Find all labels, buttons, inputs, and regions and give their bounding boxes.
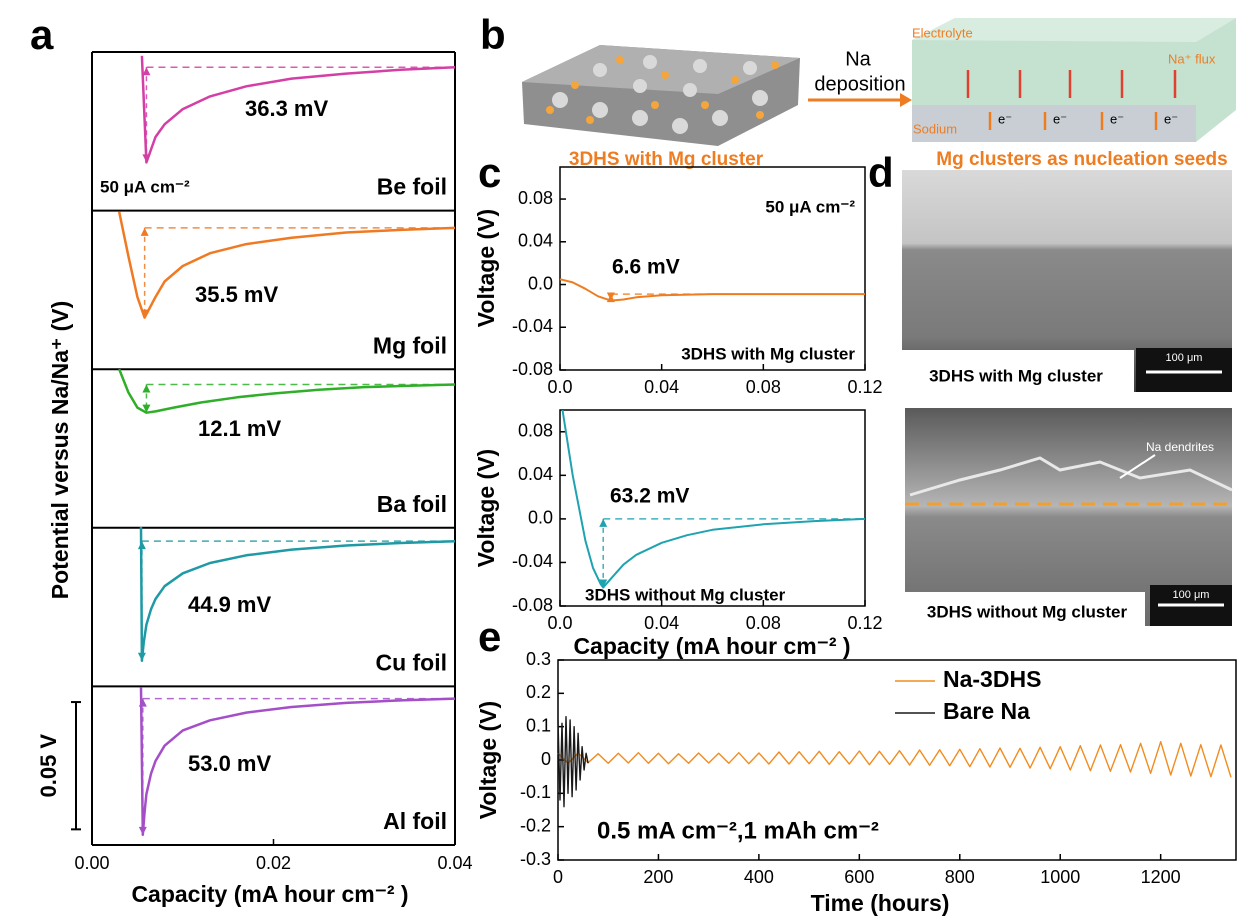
arrow-label: deposition: [814, 73, 905, 95]
panel-letter: e: [478, 613, 501, 660]
value-annotation: 44.9 mV: [188, 592, 271, 617]
panel-letter: c: [478, 149, 501, 196]
panel-letter: d: [868, 149, 894, 196]
guide-arrowhead: [142, 385, 150, 393]
panel-name: Mg foil: [373, 332, 447, 358]
scale-label: 100 μm: [1173, 589, 1210, 601]
current-label: 50 μA cm⁻²: [765, 197, 855, 216]
y-tick-label: 0.0: [528, 508, 553, 528]
panel-name: Al foil: [383, 808, 447, 834]
micrograph-annotation: Na dendrites: [1146, 440, 1214, 454]
micrograph-caption: 3DHS with Mg cluster: [929, 366, 1103, 385]
x-axis-title: Capacity (mA hour cm⁻² ): [573, 633, 850, 659]
panel-name: Cu foil: [375, 649, 447, 675]
x-tick-label: 0.12: [847, 377, 882, 397]
x-tick-label: 0.0: [547, 377, 572, 397]
flux-label: Na⁺ flux: [1168, 51, 1216, 66]
x-tick-label: 800: [945, 867, 975, 887]
y-tick-label: -0.2: [520, 815, 551, 835]
electron-label: e⁻: [1053, 111, 1067, 126]
x-tick-label: 0.08: [746, 377, 781, 397]
y-tick-label: 0.2: [526, 682, 551, 702]
x-axis-title: Capacity (mA hour cm⁻² ): [131, 881, 408, 907]
value-annotation: 35.5 mV: [195, 282, 278, 307]
y-tick-label: 0.0: [528, 273, 553, 293]
y-axis-title: Potential versus Na/Na⁺ (V): [47, 301, 73, 599]
y-tick-label: -0.08: [512, 359, 553, 379]
value-annotation: 12.1 mV: [198, 416, 281, 441]
x-tick-label: 0.08: [746, 613, 781, 633]
value-annotation: 0.5 mA cm⁻²,1 mAh cm⁻²: [597, 817, 879, 844]
scale-bar-label: 0.05 V: [36, 734, 61, 798]
electron-label: e⁻: [1110, 111, 1124, 126]
value-annotation: 63.2 mV: [610, 485, 689, 508]
scale-label: 100 μm: [1166, 352, 1203, 364]
electron-label: e⁻: [1164, 111, 1178, 126]
x-tick-label: 1000: [1040, 867, 1080, 887]
guide-arrowhead: [141, 228, 149, 236]
x-tick-label: 200: [643, 867, 673, 887]
schematic: Na deposition Electrolyte Na⁺ flux Sodiu…: [522, 18, 1236, 170]
value-annotation: 53.0 mV: [188, 751, 271, 776]
x-tick-label: 0.0: [547, 613, 572, 633]
y-tick-label: -0.3: [520, 849, 551, 869]
x-axis-title: Time (hours): [811, 890, 950, 916]
y-tick-label: -0.08: [512, 595, 553, 615]
electrolyte-label: Electrolyte: [912, 25, 973, 40]
x-tick-label: 600: [844, 867, 874, 887]
panel-name: Be foil: [377, 174, 447, 200]
panel-letter: a: [30, 11, 54, 58]
x-tick-label: 1200: [1141, 867, 1181, 887]
x-tick-label: 0.04: [437, 853, 472, 873]
x-tick-label: 0: [553, 867, 563, 887]
data-line: [563, 410, 866, 588]
y-tick-label: 0.08: [518, 421, 553, 441]
sodium-label: Sodium: [913, 121, 957, 136]
data-line: [558, 742, 1231, 778]
y-tick-label: 0.1: [526, 715, 551, 735]
current-label: 50 μA cm⁻²: [100, 177, 190, 196]
data-line: [119, 369, 455, 413]
y-tick-label: 0.3: [526, 649, 551, 669]
value-annotation: 6.6 mV: [612, 256, 680, 279]
micrograph-caption: 3DHS without Mg cluster: [927, 602, 1128, 621]
y-axis-title: Voltage (V): [473, 449, 499, 567]
x-tick-label: 0.02: [256, 853, 291, 873]
x-tick-label: 0.00: [74, 853, 109, 873]
y-tick-label: 0.08: [518, 188, 553, 208]
micrographs: 3DHS with Mg cluster 100 μm Na dendrites…: [902, 170, 1232, 626]
x-tick-label: 0.04: [644, 377, 679, 397]
y-tick-label: -0.04: [512, 316, 553, 336]
schematic-caption: Mg clusters as nucleation seeds: [936, 149, 1227, 170]
figure: a b c d e Na deposition Elec: [0, 0, 1238, 918]
panel-letter: b: [480, 11, 506, 58]
legend-label: Na-3DHS: [943, 666, 1041, 692]
y-tick-label: 0.04: [518, 231, 553, 251]
plot-frame: [560, 410, 865, 606]
y-axis-title: Voltage (V): [475, 701, 501, 819]
chart-caption: 3DHS without Mg cluster: [585, 585, 786, 604]
x-tick-label: 400: [744, 867, 774, 887]
data-line: [560, 279, 865, 300]
value-annotation: 36.3 mV: [245, 96, 328, 121]
y-tick-label: -0.1: [520, 782, 551, 802]
y-tick-label: 0.04: [518, 464, 553, 484]
y-tick-label: -0.04: [512, 551, 553, 571]
guide-arrowhead: [599, 519, 607, 527]
legend-label: Bare Na: [943, 698, 1030, 724]
y-axis-title: Voltage (V): [473, 209, 499, 327]
y-tick-label: 0: [541, 749, 551, 769]
panel-name: Ba foil: [377, 491, 447, 517]
x-tick-label: 0.12: [847, 613, 882, 633]
x-tick-label: 0.04: [644, 613, 679, 633]
electron-label: e⁻: [998, 111, 1012, 126]
arrow-label: Na: [845, 48, 871, 70]
chart-caption: 3DHS with Mg cluster: [681, 344, 855, 363]
